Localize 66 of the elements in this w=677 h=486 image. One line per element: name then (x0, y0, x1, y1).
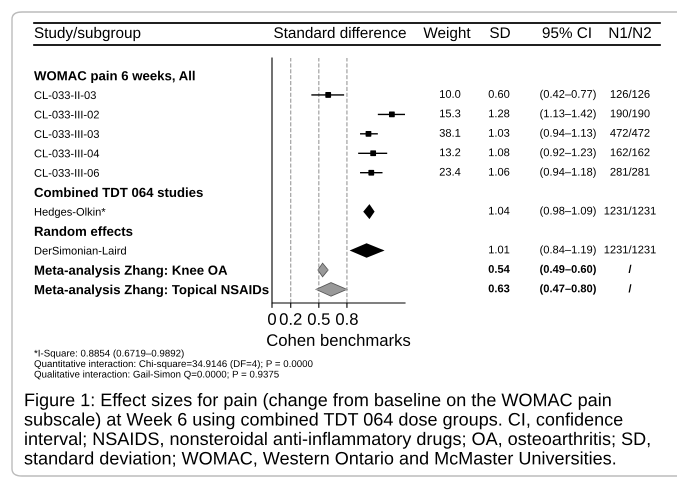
text: (0.98–1.09) (540, 206, 596, 217)
text: Weight (423, 26, 471, 42)
text: (0.42–0.77) (540, 90, 596, 100)
y-tick-label: Meta-analysis Zhang: Knee OA (34, 265, 228, 278)
text: Standard difference (274, 26, 406, 38)
text: 1.06 (489, 168, 510, 176)
point (370, 150, 376, 156)
point (388, 112, 395, 118)
y-tick-label: CL-033-III-04 (34, 150, 100, 158)
text: Study/subgroup (34, 26, 140, 42)
text: 13.2 (440, 148, 460, 156)
text: / (628, 284, 632, 292)
y-tick-label: Combined TDT 064 studies (34, 187, 203, 198)
text: (1.13–1.42) (540, 109, 596, 120)
text: 0.60 (488, 90, 510, 98)
text: / (628, 264, 632, 274)
text: 0.63 (488, 284, 510, 292)
y-tick-label: CL-033-III-02 (34, 110, 99, 119)
text: 95% CI (542, 27, 591, 38)
x-tick-label: 0.2 (280, 313, 302, 325)
text: 1.04 (489, 206, 510, 215)
caption: Figure 1: Effect sizes for pain (change from baseline on the WOMAC pain subscale) at Week 6 using combined TDT 064 dose groups. CI, confidence interval; NSAIDS, nonsteroidal anti-inflammatory drugs; OA, osteoarthritis; SD, standard deviation; WOMAC, Western Ontario and McMaster Universities. (24, 393, 650, 467)
text: 1.28 (489, 110, 510, 118)
point (363, 204, 375, 219)
text: 472/472 (610, 128, 650, 137)
text: (0.92–1.23) (540, 148, 596, 158)
x-axis-title: Cohen benchmarks (267, 334, 410, 346)
text: (0.94–1.13) (540, 128, 596, 140)
text: 15.3 (440, 110, 460, 118)
x-tick-label: 0.8 (336, 313, 358, 325)
text: Quantitative interaction: Chi-square=34.9146 (DF=4); P = 0.0000 (34, 360, 313, 370)
point (325, 92, 332, 98)
y-tick-label: Meta-analysis Zhang: Topical NSAIDs (34, 284, 269, 297)
text: 38.1 (440, 128, 460, 137)
text: SD (490, 27, 510, 38)
point (368, 170, 374, 176)
text: 23.4 (440, 168, 460, 176)
text: 1.08 (489, 148, 510, 156)
y-tick-label: DerSimonian-Laird (34, 246, 126, 255)
y-tick-label: CL-033-III-03 (34, 130, 99, 138)
text: 10.0 (440, 90, 460, 98)
text: 0.54 (488, 265, 510, 273)
text: N1/N2 (610, 26, 651, 38)
text: 162/162 (610, 148, 650, 156)
y-tick-label: CL-033-II-03 (34, 91, 96, 100)
text: 126/126 (610, 90, 650, 98)
point (317, 262, 329, 278)
text: (0.84–1.19) (540, 245, 596, 256)
y-tick-label: Hedges-Olkin* (34, 208, 106, 218)
point (366, 130, 372, 137)
text: (0.47–0.80) (540, 284, 596, 295)
x-tick-label: 0 (268, 313, 276, 325)
text: Qualitative interaction: Gail-Simon Q=0.0000; P = 0.9375 (34, 370, 279, 380)
text: 281/281 (610, 168, 650, 176)
text: *I-Square: 0.8854 (0.6719–0.9892) (34, 349, 184, 359)
text: 1231/1231 (604, 245, 656, 254)
text: (0.49–0.60) (540, 264, 596, 276)
y-tick-label: CL-033-III-06 (34, 168, 99, 177)
text: 1.01 (489, 246, 510, 254)
y-tick-label: Random effects (34, 226, 132, 236)
text: (0.94–1.18) (540, 168, 596, 178)
x-tick-label: 0.5 (308, 313, 330, 325)
text: 1231/1231 (604, 206, 656, 215)
y-tick-label: WOMAC pain 6 weeks, All (34, 70, 195, 84)
text: 1.03 (489, 128, 510, 137)
text: 190/190 (610, 109, 650, 118)
